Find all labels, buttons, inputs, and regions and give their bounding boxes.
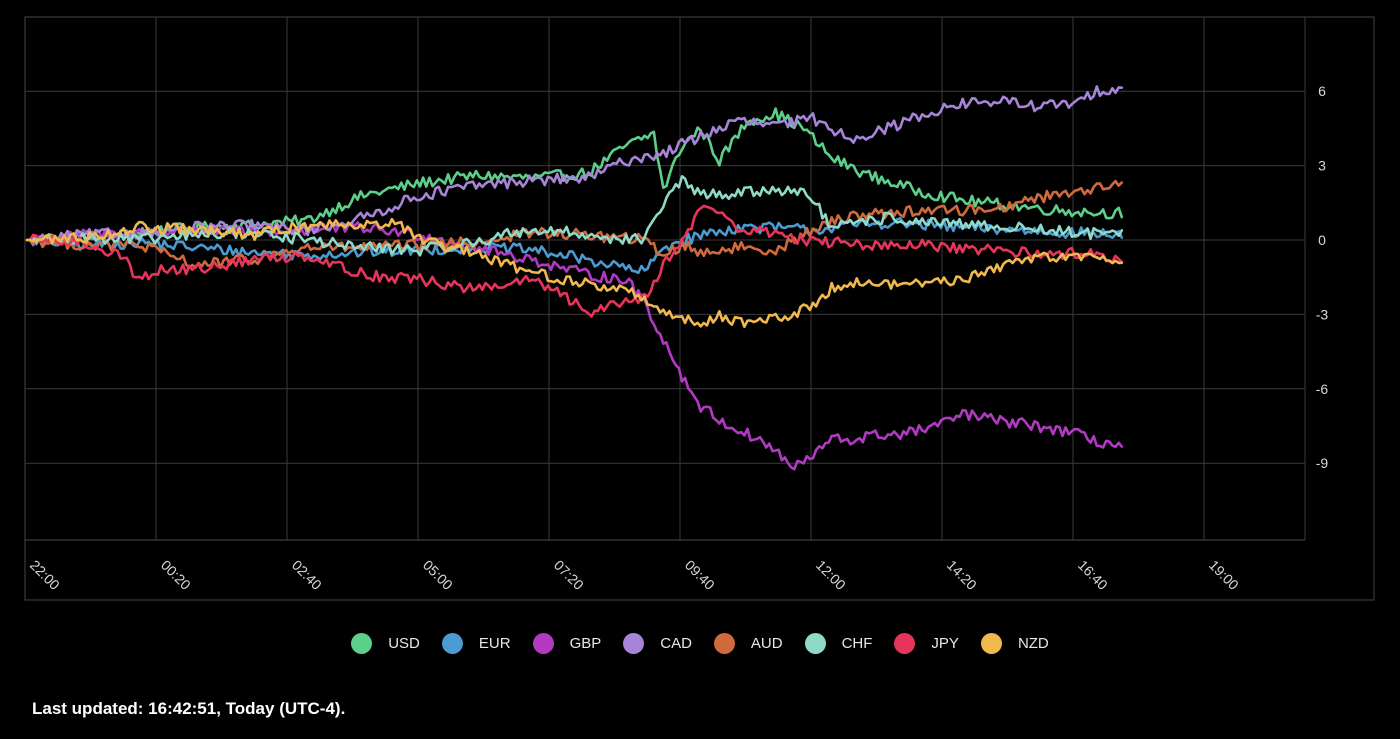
y-tick-label: -9	[1316, 455, 1329, 471]
x-tick-label: 22:00	[27, 557, 63, 593]
legend-label: AUD	[750, 635, 783, 652]
legend-item-cad[interactable]: CAD	[623, 633, 692, 654]
x-tick-label: 02:40	[289, 557, 325, 593]
currency-strength-chart: 6 3 0 -3 -6 -9 22:00 00:20 02:40 05:00 07:20 09:40…	[24, 16, 1375, 601]
series-line-aud	[25, 179, 1124, 269]
x-tick-label: 12:00	[813, 557, 849, 593]
x-tick-label: 09:40	[682, 557, 718, 593]
x-tick-label: 07:20	[551, 557, 587, 593]
series-line-chf	[25, 175, 1124, 257]
y-axis-ticks: 6 3 0 -3 -6 -9	[1316, 83, 1329, 471]
chart-frame-border	[24, 16, 1375, 601]
legend-swatch-icon	[623, 633, 645, 654]
series-line-nzd	[25, 217, 1124, 329]
legend-label: NZD	[1017, 635, 1049, 652]
legend-swatch-icon	[713, 633, 735, 654]
legend-label: USD	[388, 635, 420, 652]
x-tick-label: 19:00	[1206, 557, 1242, 593]
legend-item-chf[interactable]: CHF	[804, 633, 873, 654]
x-tick-label: 05:00	[420, 557, 456, 593]
legend-swatch-icon	[804, 633, 826, 654]
series-lines	[25, 85, 1124, 471]
legend-item-aud[interactable]: AUD	[713, 633, 783, 654]
x-axis-ticks: 22:00 00:20 02:40 05:00 07:20 09:40 12:00 14:20…	[27, 557, 1242, 593]
x-tick-label: 00:20	[158, 557, 194, 593]
chart-legend: USD EUR GBP CAD AUD CHF JPY NZD	[0, 633, 1400, 654]
y-tick-label: 6	[1318, 83, 1326, 99]
legend-swatch-icon	[351, 633, 373, 654]
legend-swatch-icon	[532, 633, 554, 654]
legend-label: JPY	[931, 635, 959, 652]
legend-item-usd[interactable]: USD	[351, 633, 420, 654]
legend-label: GBP	[569, 635, 602, 652]
series-line-cad	[25, 85, 1124, 246]
legend-label: CHF	[841, 635, 873, 652]
legend-label: EUR	[478, 635, 511, 652]
y-tick-label: 0	[1318, 232, 1326, 248]
legend-swatch-icon	[441, 633, 463, 654]
chart-canvas: 6 3 0 -3 -6 -9 22:00 00:20 02:40 05:00 07:20 09:40…	[24, 16, 1375, 601]
legend-swatch-icon	[894, 633, 916, 654]
series-line-jpy	[25, 204, 1124, 318]
y-tick-label: 3	[1318, 158, 1326, 174]
grid	[24, 16, 1375, 601]
y-tick-label: -3	[1316, 306, 1329, 322]
legend-item-eur[interactable]: EUR	[441, 633, 511, 654]
last-updated-text: Last updated: 16:42:51, Today (UTC-4).	[32, 699, 346, 718]
legend-item-jpy[interactable]: JPY	[894, 633, 959, 654]
y-tick-label: -6	[1316, 381, 1329, 397]
series-line-gbp	[25, 221, 1124, 471]
legend-item-nzd[interactable]: NZD	[980, 633, 1049, 654]
legend-label: CAD	[660, 635, 692, 652]
x-tick-label: 16:40	[1075, 557, 1111, 593]
legend-item-gbp[interactable]: GBP	[532, 633, 602, 654]
legend-swatch-icon	[980, 633, 1002, 654]
x-tick-label: 14:20	[944, 557, 980, 593]
